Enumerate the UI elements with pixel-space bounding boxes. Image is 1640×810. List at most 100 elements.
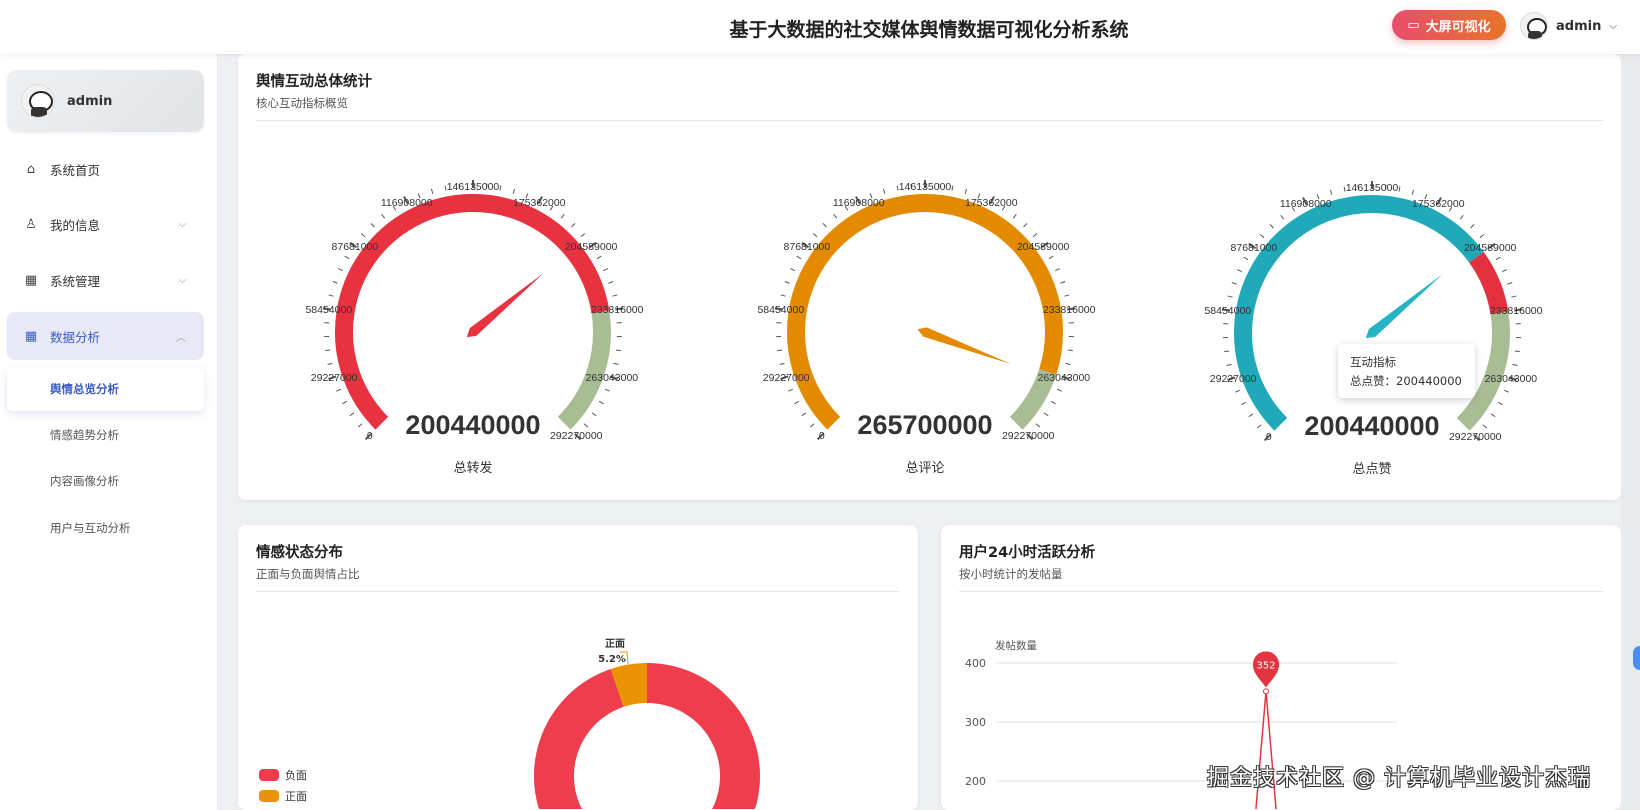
y-tick-label: 300 xyxy=(965,716,986,729)
legend-item-positive[interactable]: 正面 xyxy=(259,788,307,804)
submenu-user-interaction[interactable]: 用户与互动分析 xyxy=(50,521,131,535)
submenu-content-profile[interactable]: 内容画像分析 xyxy=(50,474,119,488)
gauge-tick xyxy=(1067,307,1076,311)
card-title: 用户24小时活跃分析 xyxy=(959,545,1096,561)
gauge-tick xyxy=(1227,295,1233,298)
gauge-needle xyxy=(466,273,544,338)
gauge-tick xyxy=(512,188,516,194)
gauge-tick xyxy=(349,241,358,249)
gauge-tick xyxy=(615,349,621,352)
gauge-tick-label: 116908000 xyxy=(833,197,885,209)
gauge-tick xyxy=(609,375,618,380)
gauge-tick xyxy=(1302,197,1308,206)
gauge-tick xyxy=(780,375,789,380)
gauge-tick xyxy=(1032,233,1038,238)
gauge-tick-label: 263043000 xyxy=(1038,372,1091,384)
gauge-needle xyxy=(917,327,1012,365)
gauge-tick xyxy=(1040,241,1049,249)
divider xyxy=(256,591,900,592)
gauge-tick xyxy=(444,185,447,191)
gauge-tick xyxy=(1291,206,1296,212)
chevron-down-icon: ⌵ xyxy=(178,218,186,230)
gauge-tick xyxy=(322,307,331,311)
chevron-down-icon: ⌵ xyxy=(178,274,186,286)
gauge-label: 总转发 xyxy=(453,460,492,476)
sidebar-item-my-info[interactable]: ♙ 我的信息 ⌵ xyxy=(7,200,204,248)
gauge-tick xyxy=(1502,269,1508,273)
gauge-arc-segment xyxy=(1234,195,1484,431)
gauge-tick xyxy=(1248,242,1257,250)
gauge-tick xyxy=(1012,213,1017,219)
gauge-tick xyxy=(360,233,366,238)
gauge-tick xyxy=(833,213,838,219)
gauge-tick xyxy=(1043,412,1049,417)
legend-swatch xyxy=(259,769,279,781)
legend-item-negative[interactable]: 负面 xyxy=(259,767,307,783)
gauge-tick xyxy=(1343,186,1346,192)
gauge-tick xyxy=(774,307,783,311)
gauge-tick xyxy=(1514,308,1523,312)
gauge-tick xyxy=(1243,256,1249,261)
chevron-down-icon: ⌵ xyxy=(1609,20,1617,32)
gauge-tick-label: 0 xyxy=(1266,431,1272,443)
floating-button[interactable] xyxy=(1633,646,1640,670)
watermark: 掘金技术社区 @ 计算机毕业设计杰瑞 xyxy=(1207,766,1591,791)
big-screen-button[interactable]: ▭ 大屏可视化 xyxy=(1392,10,1506,40)
gauge-tick-label: 204589000 xyxy=(1017,241,1070,253)
gauge-tick xyxy=(612,294,618,297)
gauge-tick xyxy=(844,205,849,211)
gauge-tick xyxy=(430,188,434,194)
submenu-overview[interactable]: 舆情总览分析 xyxy=(7,367,204,411)
gauge-tick xyxy=(1459,214,1464,220)
gauge-tick xyxy=(1490,413,1496,418)
submenu-sentiment-trend[interactable]: 情感趋势分析 xyxy=(50,428,119,442)
gauge-tick xyxy=(1035,423,1041,428)
gauge-tick xyxy=(989,196,995,205)
tooltip-title: 互动指标 xyxy=(1350,355,1396,369)
gauge-tick xyxy=(327,362,333,365)
sidebar-item-data-analysis[interactable]: ▦ 数据分析 ︿ xyxy=(7,312,204,360)
scrollbar[interactable] xyxy=(1622,54,1640,810)
legend-swatch xyxy=(259,790,279,802)
gauge-tick-label: 29227000 xyxy=(311,372,358,384)
gauge-tick xyxy=(603,268,609,272)
gauge-tick xyxy=(381,213,386,219)
gauge-tick xyxy=(328,375,337,380)
gauge-tick xyxy=(1236,269,1242,273)
gauge-tick xyxy=(1221,308,1230,312)
gauge-tick-label: 146135000 xyxy=(447,181,500,193)
gauge-tick xyxy=(1248,413,1254,418)
gauge-tick xyxy=(328,294,334,297)
tooltip-value: 总点赞：200440000 xyxy=(1350,374,1462,388)
gauge-3: 0 29227000 58454000 87681000 116908000 146135… xyxy=(1204,181,1543,477)
gauge-tick-label: 175362000 xyxy=(513,197,566,209)
gauge-tick-label: 263043000 xyxy=(1485,373,1538,385)
gauge-tick-label: 292270000 xyxy=(1449,431,1502,443)
sidebar-item-home[interactable]: ⌂ 系统首页 xyxy=(7,145,204,193)
gauge-tick xyxy=(560,213,565,219)
gauge-tick xyxy=(796,255,802,260)
gauge-tick xyxy=(1269,224,1274,229)
gauge-tick-label: 146135000 xyxy=(1346,182,1399,194)
gauge-tick-label: 58454000 xyxy=(757,304,804,316)
sidebar-item-system[interactable]: ▦ 系统管理 ⌵ xyxy=(7,256,204,304)
donut-slice xyxy=(610,663,647,707)
max-marker-pin xyxy=(1253,651,1279,688)
user-menu[interactable]: admin ⌵ xyxy=(1520,12,1617,40)
gauge-tick xyxy=(1056,388,1062,392)
y-tick-label: 400 xyxy=(965,657,986,670)
gauge-tick xyxy=(855,196,861,205)
gauge-tick xyxy=(869,193,873,199)
gauge-tick xyxy=(403,196,409,205)
gauge-tick-label: 175362000 xyxy=(965,197,1018,209)
gauge-tick xyxy=(588,241,597,249)
card-title: 舆情互动总体统计 xyxy=(256,74,372,90)
gauge-tick xyxy=(370,223,375,228)
user-card: admin xyxy=(7,70,204,132)
legend-label: 负面 xyxy=(285,769,307,782)
gauge-tick-label: 292270000 xyxy=(550,430,603,442)
gauge-tick-label: 263043000 xyxy=(586,372,639,384)
gauge-tick xyxy=(1064,294,1070,297)
gauge-tick xyxy=(1503,389,1509,393)
